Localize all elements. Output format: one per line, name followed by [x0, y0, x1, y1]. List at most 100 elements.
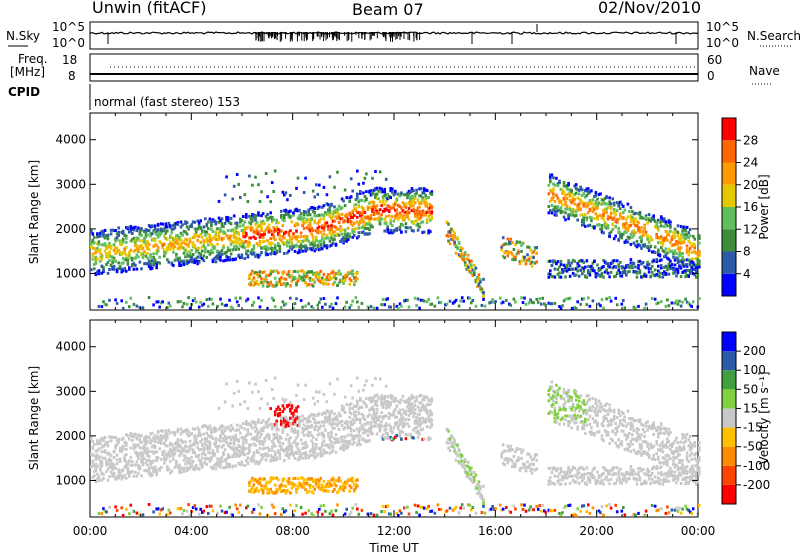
power-cell	[567, 259, 570, 262]
power-cell	[583, 297, 586, 300]
power-cell	[300, 232, 303, 235]
power-cell	[107, 237, 110, 240]
velocity-cell	[292, 412, 295, 415]
power-cell	[587, 296, 590, 299]
power-cell	[447, 235, 450, 238]
velocity-cell	[183, 470, 186, 473]
velocity-cell	[199, 448, 202, 451]
velocity-cell	[277, 478, 280, 481]
power-cell	[262, 285, 265, 288]
power-cell	[666, 231, 669, 234]
power-cell	[373, 201, 376, 204]
power-cell	[549, 179, 552, 182]
power-cell	[554, 200, 557, 203]
power-cell	[520, 296, 523, 299]
colorbar-tick-label: 20	[743, 178, 758, 192]
power-cell	[379, 200, 382, 203]
power-cell	[198, 261, 201, 264]
velocity-cell	[166, 456, 169, 459]
velocity-cell	[203, 510, 206, 513]
power-cell	[146, 252, 149, 255]
velocity-cell	[289, 401, 292, 404]
velocity-cell	[234, 434, 237, 437]
power-cell	[389, 306, 392, 309]
power-cell	[602, 218, 605, 221]
power-cell	[569, 297, 572, 300]
power-cell	[175, 253, 178, 256]
power-cell	[122, 307, 125, 310]
power-cell	[396, 229, 399, 232]
velocity-cell	[108, 475, 111, 478]
power-cell	[388, 209, 391, 212]
power-cell	[467, 254, 470, 257]
velocity-cell	[309, 486, 312, 489]
power-cell	[566, 208, 569, 211]
velocity-cell	[228, 506, 231, 509]
velocity-cell	[199, 433, 202, 436]
power-cell	[108, 251, 111, 254]
power-cell	[242, 215, 245, 218]
power-cell	[643, 224, 646, 227]
velocity-cell	[134, 463, 137, 466]
velocity-cell	[143, 457, 146, 460]
beam-title: Beam 07	[352, 0, 424, 19]
power-cell	[260, 251, 263, 254]
power-cell	[462, 300, 465, 303]
power-cell	[668, 304, 671, 307]
velocity-cell	[192, 460, 195, 463]
power-cell	[649, 245, 652, 248]
power-cell	[576, 219, 579, 222]
velocity-cell	[210, 505, 213, 508]
power-cell	[607, 272, 610, 275]
power-cell	[446, 303, 449, 306]
power-cell	[324, 225, 327, 228]
power-colorbar-swatches	[722, 118, 736, 296]
power-cell	[222, 246, 225, 249]
power-cell	[345, 301, 348, 304]
power-cell	[178, 257, 181, 260]
power-cell	[110, 232, 113, 235]
power-cell	[283, 271, 286, 274]
power-cell	[412, 230, 415, 233]
power-cell	[274, 246, 277, 249]
power-cell	[348, 283, 351, 286]
power-cell	[566, 197, 569, 200]
velocity-cell	[186, 446, 189, 449]
power-cell	[329, 211, 332, 214]
power-cell	[320, 298, 323, 301]
velocity-cell	[231, 405, 234, 408]
power-cell	[330, 204, 333, 207]
power-cell	[189, 238, 192, 241]
power-cell	[421, 210, 424, 213]
power-cell	[201, 250, 204, 253]
power-cell	[557, 260, 560, 263]
power-cell	[365, 172, 368, 175]
power-cell	[181, 223, 184, 226]
power-cell	[169, 248, 172, 251]
power-cell	[300, 235, 303, 238]
power-cell	[274, 277, 277, 280]
power-cell	[630, 258, 633, 261]
velocity-cell	[242, 442, 245, 445]
power-cell	[253, 252, 256, 255]
velocity-cell	[306, 454, 309, 457]
velocity-cell	[146, 440, 149, 443]
velocity-cell	[260, 397, 263, 400]
power-cell	[303, 191, 306, 194]
velocity-cell	[283, 407, 286, 410]
power-cell	[312, 238, 315, 241]
power-cell	[203, 254, 206, 257]
power-cell	[288, 241, 291, 244]
power-cell	[447, 223, 450, 226]
power-cell	[338, 221, 341, 224]
velocity-cell	[275, 423, 278, 426]
power-cell	[370, 214, 373, 217]
power-cell	[429, 230, 432, 233]
power-cell	[221, 217, 224, 220]
velocity-cell	[130, 504, 133, 507]
power-cell	[237, 304, 240, 307]
velocity-cell	[263, 477, 266, 480]
velocity-cell	[288, 404, 291, 407]
power-cell	[327, 237, 330, 240]
power-cell	[336, 208, 339, 211]
